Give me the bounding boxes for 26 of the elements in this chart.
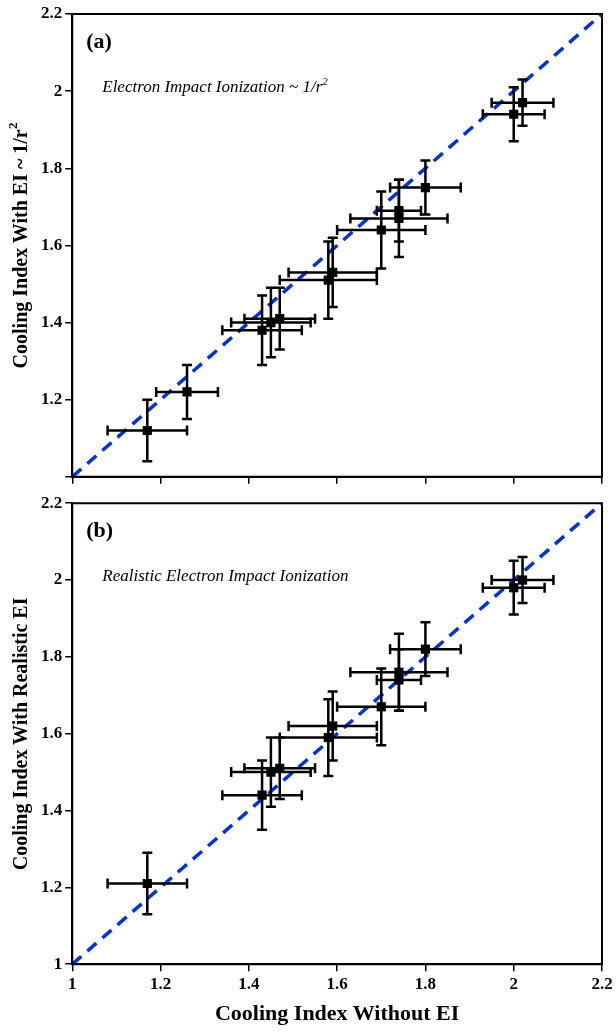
x-tick-label: 1.8 <box>414 973 437 993</box>
y-tick-label: 2.2 <box>41 492 63 512</box>
x-tick-label: 2.2 <box>591 973 613 993</box>
y-axis-title: Cooling Index With EI ~ 1/r2 <box>5 122 33 369</box>
y-tick-label: 1.4 <box>41 311 63 331</box>
y-tick-label: 1.2 <box>41 389 63 409</box>
y-tick-label: 1.2 <box>41 876 63 896</box>
y-tick-label: 1.6 <box>41 723 63 743</box>
x-tick-label: 1.4 <box>238 973 260 993</box>
x-tick-label: 1 <box>68 973 77 993</box>
annotation: (a) <box>86 28 112 53</box>
y-tick-label: 1.8 <box>41 157 63 177</box>
y-tick-label: 1 <box>53 953 63 973</box>
x-tick-label: 1.2 <box>149 973 172 993</box>
y-tick-label: 1.8 <box>41 646 63 666</box>
y-axis-title: Cooling Index With Realistic EI <box>9 597 33 871</box>
annotation: (b) <box>86 517 114 543</box>
x-axis-title: Cooling Index Without EI <box>214 1000 460 1026</box>
y-tick-label: 2 <box>53 80 63 100</box>
annotation: Realistic Electron Impact Ionization <box>101 566 349 586</box>
y-tick-label: 2.2 <box>41 3 63 23</box>
x-tick-label: 2 <box>509 973 518 993</box>
x-tick-label: 1.6 <box>326 973 348 993</box>
y-tick-label: 1.6 <box>41 234 63 254</box>
y-tick-label: 2 <box>53 569 63 589</box>
y-tick-label: 1.4 <box>41 799 63 819</box>
